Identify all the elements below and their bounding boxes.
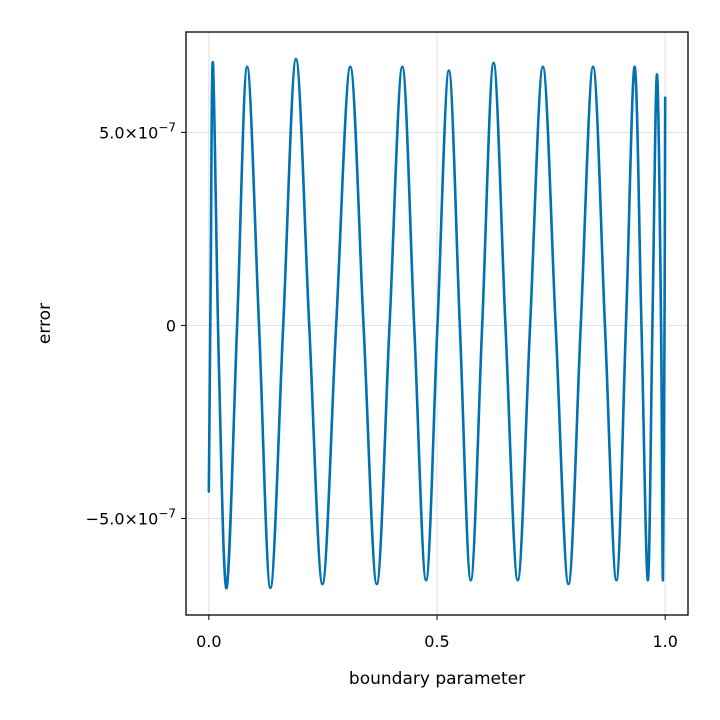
y-axis-ticks: 5.0×10−7 0 −5.0×10−7	[86, 120, 186, 528]
x-tick-label: 1.0	[652, 632, 677, 651]
y-tick-label: 5.0×10−7	[99, 120, 176, 142]
x-tick-label: 0.0	[196, 632, 221, 651]
series-layer	[207, 57, 667, 590]
x-axis-label: boundary parameter	[349, 669, 525, 689]
x-axis-ticks: 0.0 0.5 1.0	[196, 615, 678, 651]
series-line	[207, 57, 667, 590]
y-tick-label: −5.0×10−7	[86, 506, 176, 528]
y-axis-label: error	[35, 303, 55, 344]
y-tick-label: 0	[166, 316, 176, 335]
x-tick-label: 0.5	[424, 632, 449, 651]
